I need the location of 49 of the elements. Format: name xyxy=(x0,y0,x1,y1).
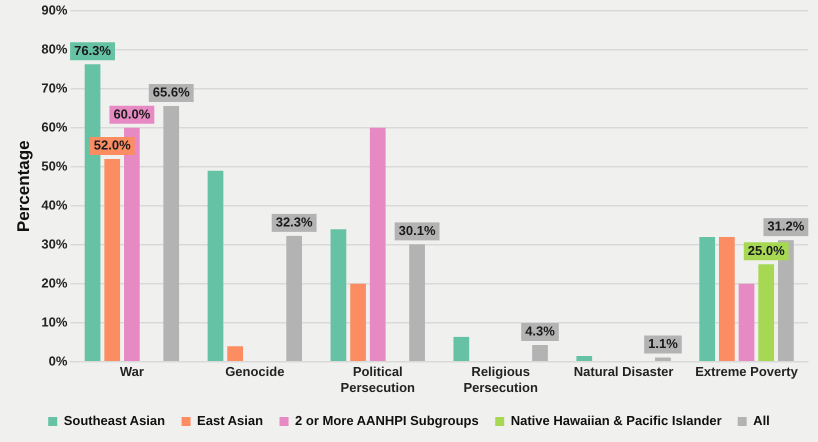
legend-label: East Asian xyxy=(197,413,264,428)
y-tick-label: 70% xyxy=(41,80,68,96)
data-label: 31.2% xyxy=(767,218,805,234)
bar xyxy=(409,244,425,362)
data-label: 65.6% xyxy=(152,84,190,100)
bar xyxy=(330,229,346,362)
data-label: 4.3% xyxy=(525,324,556,339)
bar xyxy=(699,237,716,362)
y-axis-title: Percentage xyxy=(14,140,33,232)
bar xyxy=(208,170,224,362)
legend-label: All xyxy=(753,413,770,428)
data-label: 76.3% xyxy=(74,42,112,58)
y-tick-label: 20% xyxy=(41,275,68,290)
y-tick-label: 50% xyxy=(41,158,68,174)
y-tick-label: 40% xyxy=(41,197,68,212)
x-tick-label: Natural Disaster xyxy=(574,364,674,380)
legend-label: 2 or More AANHPI Subgroups xyxy=(295,413,479,428)
bar xyxy=(738,284,754,362)
bar xyxy=(104,159,120,362)
bar xyxy=(576,356,592,362)
x-tick-label: Religious Persecution xyxy=(463,364,538,395)
y-tick-label: 80% xyxy=(41,41,68,56)
bar xyxy=(370,128,386,362)
data-label: 52.0% xyxy=(94,138,132,153)
y-tick-label: 90% xyxy=(41,2,68,18)
bar xyxy=(286,236,302,362)
data-label: 32.3% xyxy=(276,214,314,230)
y-tick-label: 0% xyxy=(48,353,68,368)
data-label: 30.1% xyxy=(398,222,436,238)
data-label: 25.0% xyxy=(748,242,786,258)
bar xyxy=(719,237,735,362)
data-label: 1.1% xyxy=(648,336,678,352)
bar xyxy=(532,345,548,362)
y-tick-label: 60% xyxy=(41,119,68,134)
data-label: 60.0% xyxy=(113,106,151,122)
x-tick-label: Political Persecution xyxy=(340,364,416,395)
bar xyxy=(655,358,671,362)
x-tick-label: Extreme Poverty xyxy=(695,364,799,380)
bar xyxy=(453,336,470,362)
bar xyxy=(163,106,180,362)
x-tick-label: Genocide xyxy=(225,364,284,380)
y-tick-label: 10% xyxy=(41,314,68,330)
bar xyxy=(350,284,366,362)
x-tick-label: War xyxy=(120,364,144,380)
bar xyxy=(758,264,774,362)
bar xyxy=(227,346,244,362)
y-tick-label: 30% xyxy=(41,236,68,252)
legend-label: Native Hawaiian & Pacific Islander xyxy=(510,413,722,428)
legend-label: Southeast Asian xyxy=(64,413,166,428)
